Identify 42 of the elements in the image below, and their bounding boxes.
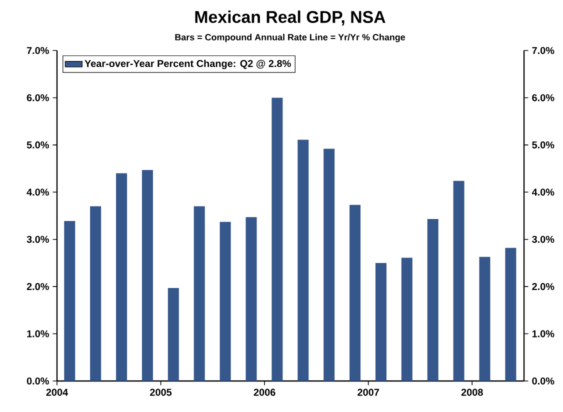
y2-tick-label: 2.0%: [26, 283, 49, 290]
y-tick-label: 1.0%: [532, 330, 554, 338]
bar: [116, 173, 128, 381]
bar: [427, 219, 438, 381]
x-tick-label: 2004: [46, 388, 68, 396]
y-tick-label: 5.0%: [532, 141, 554, 148]
bar: [324, 148, 335, 381]
y-tick-label: 4.0%: [532, 188, 554, 196]
y2-tick-label: 4.0%: [26, 188, 49, 196]
bar: [375, 262, 386, 381]
chart-subtitle: Bars = Compound Annual Rate Line = Yr/Yr % Change: [175, 34, 406, 42]
bar: [194, 206, 205, 381]
bar: [350, 204, 361, 381]
x-tick-label: 2007: [358, 388, 379, 396]
bar: [168, 288, 179, 381]
y2-tick-label: 5.0%: [26, 141, 49, 148]
y-tick-label: 2.0%: [532, 283, 554, 290]
bar: [505, 248, 516, 381]
bar: [246, 217, 257, 381]
bar: [90, 206, 102, 381]
legend-label: Year-over-Year Percent Change: Q2 @ 2.8%: [84, 60, 291, 70]
bar: [142, 170, 153, 381]
y2-tick-label: 7.0%: [26, 46, 49, 54]
y-tick-label: 0.0%: [532, 377, 554, 385]
x-tick-label: 2008: [461, 388, 483, 396]
bar: [272, 98, 283, 381]
bar: [401, 258, 412, 381]
bar: [64, 220, 76, 381]
y2-tick-label: 0.0%: [26, 377, 49, 385]
x-tick-label: 2006: [254, 388, 276, 396]
y-tick-label: 6.0%: [532, 94, 554, 102]
bar: [220, 222, 231, 381]
bar: [453, 180, 464, 381]
bar: [298, 140, 309, 381]
y2-tick-label: 3.0%: [26, 236, 49, 243]
bar: [479, 256, 490, 381]
y2-tick-label: 1.0%: [27, 330, 49, 338]
x-tick-label: 2005: [150, 388, 172, 396]
y2-tick-label: 6.0%: [26, 94, 49, 102]
y-tick-label: 7.0%: [532, 46, 554, 54]
chart-title: Mexican Real GDP, NSA: [195, 10, 386, 26]
y-tick-label: 3.0%: [532, 236, 554, 243]
